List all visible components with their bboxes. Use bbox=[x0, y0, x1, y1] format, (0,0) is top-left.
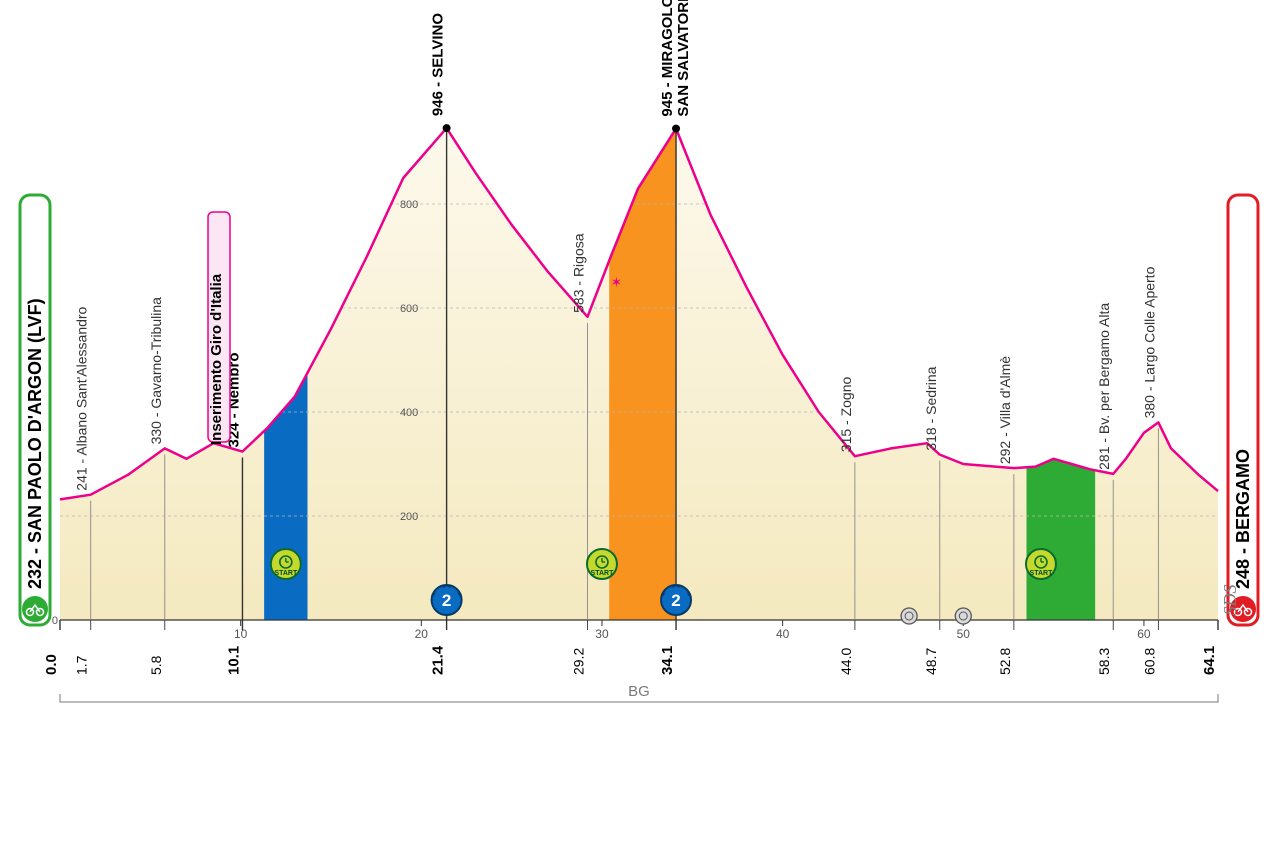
start-label: 232 - SAN PAOLO D'ARGON (LVF) bbox=[25, 298, 45, 589]
x-tick-label: 60 bbox=[1137, 627, 1151, 641]
marker-label: 292 - Villa d'Almè bbox=[997, 356, 1013, 464]
x-tick-label: 50 bbox=[957, 627, 971, 641]
x-tick-label: 10 bbox=[234, 627, 248, 641]
feed-badge bbox=[955, 608, 971, 624]
star-icon: ✶ bbox=[611, 274, 623, 290]
marker-label: 583 - Rigosa bbox=[571, 233, 587, 313]
category-badge-label: 2 bbox=[671, 591, 680, 610]
marker-label: 241 - Albano Sant'Alessandro bbox=[74, 306, 90, 490]
peak-dot bbox=[443, 124, 451, 132]
x-tick-label: 40 bbox=[776, 627, 790, 641]
x-dist-label: 64.1 bbox=[1201, 646, 1218, 675]
y-tick-label: 600 bbox=[400, 303, 418, 315]
x-dist-label: 48.7 bbox=[923, 648, 939, 675]
y-tick-label: 400 bbox=[400, 407, 418, 419]
feed-badge bbox=[901, 608, 917, 624]
x-dist-label: 34.1 bbox=[659, 646, 676, 675]
x-dist-label: 44.0 bbox=[838, 648, 854, 675]
province-label: BG bbox=[628, 683, 650, 700]
pink-box-label: Inserimento Giro d'Italia bbox=[208, 273, 225, 445]
start-icon bbox=[22, 596, 48, 622]
profile-svg: 200 400 600 800 0 10 20 30 40 50 60 241 - Albano Sa… bbox=[0, 0, 1280, 852]
x-dist-label: 52.8 bbox=[997, 648, 1013, 675]
x-dist-label: 29.2 bbox=[571, 648, 587, 675]
y-tick-label: 200 bbox=[400, 511, 418, 523]
marker-label: 318 - Sedrina bbox=[923, 366, 939, 450]
watermark: SDS bbox=[1220, 585, 1240, 616]
x-dist-label: 10.1 bbox=[225, 646, 242, 675]
marker-label: 281 - Bv. per Bergamo Alta bbox=[1096, 303, 1112, 470]
start-badge-text: START bbox=[591, 570, 615, 577]
x-dist-label: 0.0 bbox=[43, 654, 60, 675]
y-zero: 0 bbox=[52, 615, 58, 627]
marker-label: 315 - Zogno bbox=[838, 376, 854, 452]
x-tick-label: 30 bbox=[595, 627, 609, 641]
x-dist-label: 5.8 bbox=[148, 655, 164, 675]
start-badge-text: START bbox=[1030, 570, 1054, 577]
x-tick-label: 20 bbox=[415, 627, 429, 641]
marker-label: 330 - Gavarno-Tribulina bbox=[148, 297, 164, 445]
marker-label: 946 - SELVINO bbox=[430, 13, 447, 116]
marker-label: 380 - Largo Colle Aperto bbox=[1141, 266, 1157, 418]
x-dist-label: 60.8 bbox=[1141, 648, 1157, 675]
x-dist-label: 1.7 bbox=[74, 655, 90, 675]
start-badge-text: START bbox=[274, 570, 298, 577]
elevation-profile-container: 200 400 600 800 0 10 20 30 40 50 60 241 - Albano Sa… bbox=[0, 0, 1280, 852]
category-badge-label: 2 bbox=[442, 591, 451, 610]
marker-label-2: SAN SALVATORE bbox=[675, 0, 692, 117]
finish-label: 248 - BERGAMO bbox=[1233, 449, 1253, 589]
peak-dot bbox=[672, 125, 680, 133]
x-dist-label: 21.4 bbox=[430, 645, 447, 675]
marker-label: 945 - MIRAGOLO bbox=[659, 0, 676, 117]
x-dist-label: 58.3 bbox=[1096, 648, 1112, 675]
y-tick-label: 800 bbox=[400, 199, 418, 211]
